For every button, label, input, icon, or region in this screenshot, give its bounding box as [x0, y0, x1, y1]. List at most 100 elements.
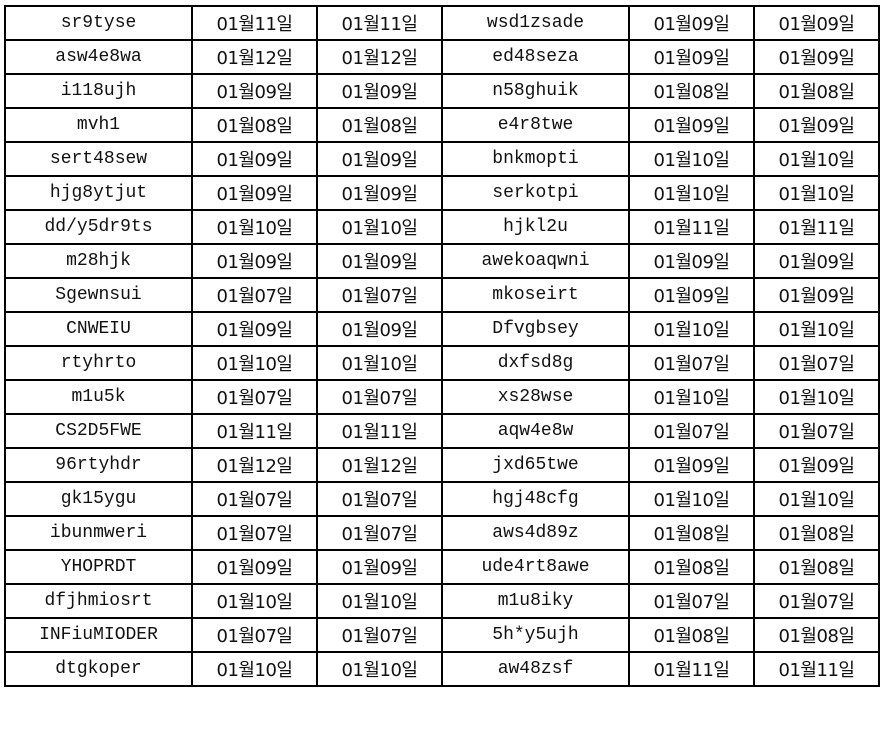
cell-date[interactable]: 01월09일	[753, 447, 880, 483]
cell-code[interactable]: ed48seza	[441, 39, 630, 75]
cell-date[interactable]: 01월11일	[753, 651, 880, 687]
cell-date[interactable]: 01월09일	[753, 5, 880, 41]
cell-date[interactable]: 01월11일	[628, 651, 755, 687]
cell-code[interactable]: aw48zsf	[441, 651, 630, 687]
cell-code[interactable]: ude4rt8awe	[441, 549, 630, 585]
cell-date[interactable]: 01월07일	[191, 277, 318, 313]
cell-code[interactable]: dfjhmiosrt	[4, 583, 193, 619]
cell-date[interactable]: 01월09일	[316, 73, 443, 109]
cell-code[interactable]: awekoaqwni	[441, 243, 630, 279]
cell-code[interactable]: hjg8ytjut	[4, 175, 193, 211]
cell-date[interactable]: 01월09일	[753, 39, 880, 75]
cell-date[interactable]: 01월11일	[191, 413, 318, 449]
cell-code[interactable]: n58ghuik	[441, 73, 630, 109]
cell-date[interactable]: 01월09일	[628, 39, 755, 75]
cell-date[interactable]: 01월12일	[316, 39, 443, 75]
cell-code[interactable]: Dfvgbsey	[441, 311, 630, 347]
cell-date[interactable]: 01월11일	[753, 209, 880, 245]
cell-date[interactable]: 01월07일	[753, 413, 880, 449]
cell-date[interactable]: 01월09일	[191, 549, 318, 585]
cell-date[interactable]: 01월10일	[628, 141, 755, 177]
cell-date[interactable]: 01월07일	[316, 515, 443, 551]
cell-date[interactable]: 01월07일	[628, 345, 755, 381]
cell-date[interactable]: 01월11일	[191, 5, 318, 41]
cell-date[interactable]: 01월07일	[191, 617, 318, 653]
cell-date[interactable]: 01월09일	[316, 243, 443, 279]
cell-code[interactable]: CS2D5FWE	[4, 413, 193, 449]
cell-code[interactable]: i118ujh	[4, 73, 193, 109]
cell-date[interactable]: 01월09일	[191, 175, 318, 211]
cell-date[interactable]: 01월08일	[316, 107, 443, 143]
cell-date[interactable]: 01월12일	[316, 447, 443, 483]
cell-date[interactable]: 01월10일	[628, 311, 755, 347]
cell-date[interactable]: 01월10일	[753, 141, 880, 177]
cell-code[interactable]: hjkl2u	[441, 209, 630, 245]
cell-date[interactable]: 01월10일	[316, 651, 443, 687]
cell-code[interactable]: aqw4e8w	[441, 413, 630, 449]
cell-date[interactable]: 01월10일	[628, 379, 755, 415]
cell-date[interactable]: 01월07일	[316, 481, 443, 517]
cell-code[interactable]: asw4e8wa	[4, 39, 193, 75]
cell-date[interactable]: 01월07일	[753, 345, 880, 381]
cell-date[interactable]: 01월08일	[628, 73, 755, 109]
cell-date[interactable]: 01월10일	[753, 311, 880, 347]
cell-code[interactable]: e4r8twe	[441, 107, 630, 143]
cell-date[interactable]: 01월07일	[316, 277, 443, 313]
cell-code[interactable]: m1u5k	[4, 379, 193, 415]
cell-code[interactable]: INFiuMIODER	[4, 617, 193, 653]
cell-date[interactable]: 01월09일	[753, 277, 880, 313]
cell-date[interactable]: 01월09일	[191, 141, 318, 177]
cell-date[interactable]: 01월07일	[316, 617, 443, 653]
cell-date[interactable]: 01월09일	[628, 5, 755, 41]
cell-code[interactable]: serkotpi	[441, 175, 630, 211]
cell-date[interactable]: 01월08일	[753, 617, 880, 653]
cell-date[interactable]: 01월09일	[628, 277, 755, 313]
cell-code[interactable]: rtyhrto	[4, 345, 193, 381]
cell-date[interactable]: 01월12일	[191, 447, 318, 483]
cell-date[interactable]: 01월07일	[191, 515, 318, 551]
cell-date[interactable]: 01월07일	[628, 583, 755, 619]
cell-date[interactable]: 01월08일	[753, 549, 880, 585]
cell-date[interactable]: 01월07일	[753, 583, 880, 619]
cell-date[interactable]: 01월10일	[191, 209, 318, 245]
cell-code[interactable]: wsd1zsade	[441, 5, 630, 41]
cell-code[interactable]: m1u8iky	[441, 583, 630, 619]
cell-date[interactable]: 01월08일	[628, 515, 755, 551]
cell-date[interactable]: 01월08일	[628, 549, 755, 585]
cell-date[interactable]: 01월09일	[628, 243, 755, 279]
cell-date[interactable]: 01월09일	[628, 447, 755, 483]
cell-date[interactable]: 01월08일	[753, 515, 880, 551]
cell-code[interactable]: sr9tyse	[4, 5, 193, 41]
cell-date[interactable]: 01월09일	[191, 311, 318, 347]
cell-date[interactable]: 01월10일	[753, 379, 880, 415]
cell-date[interactable]: 01월09일	[316, 141, 443, 177]
cell-code[interactable]: mvh1	[4, 107, 193, 143]
cell-date[interactable]: 01월11일	[316, 413, 443, 449]
cell-code[interactable]: bnkmopti	[441, 141, 630, 177]
cell-code[interactable]: jxd65twe	[441, 447, 630, 483]
cell-code[interactable]: m28hjk	[4, 243, 193, 279]
cell-date[interactable]: 01월10일	[316, 209, 443, 245]
cell-date[interactable]: 01월10일	[753, 175, 880, 211]
cell-date[interactable]: 01월07일	[316, 379, 443, 415]
cell-date[interactable]: 01월09일	[191, 73, 318, 109]
cell-date[interactable]: 01월10일	[628, 481, 755, 517]
cell-date[interactable]: 01월09일	[753, 243, 880, 279]
cell-code[interactable]: mkoseirt	[441, 277, 630, 313]
cell-date[interactable]: 01월12일	[191, 39, 318, 75]
cell-date[interactable]: 01월11일	[316, 5, 443, 41]
cell-code[interactable]: dd/y5dr9ts	[4, 209, 193, 245]
cell-date[interactable]: 01월10일	[628, 175, 755, 211]
cell-date[interactable]: 01월09일	[316, 175, 443, 211]
cell-code[interactable]: sert48sew	[4, 141, 193, 177]
cell-date[interactable]: 01월07일	[191, 379, 318, 415]
cell-date[interactable]: 01월10일	[753, 481, 880, 517]
cell-date[interactable]: 01월11일	[628, 209, 755, 245]
cell-code[interactable]: YHOPRDT	[4, 549, 193, 585]
cell-date[interactable]: 01월10일	[191, 651, 318, 687]
cell-code[interactable]: hgj48cfg	[441, 481, 630, 517]
cell-date[interactable]: 01월09일	[628, 107, 755, 143]
cell-code[interactable]: aws4d89z	[441, 515, 630, 551]
cell-date[interactable]: 01월09일	[316, 549, 443, 585]
cell-code[interactable]: 96rtyhdr	[4, 447, 193, 483]
